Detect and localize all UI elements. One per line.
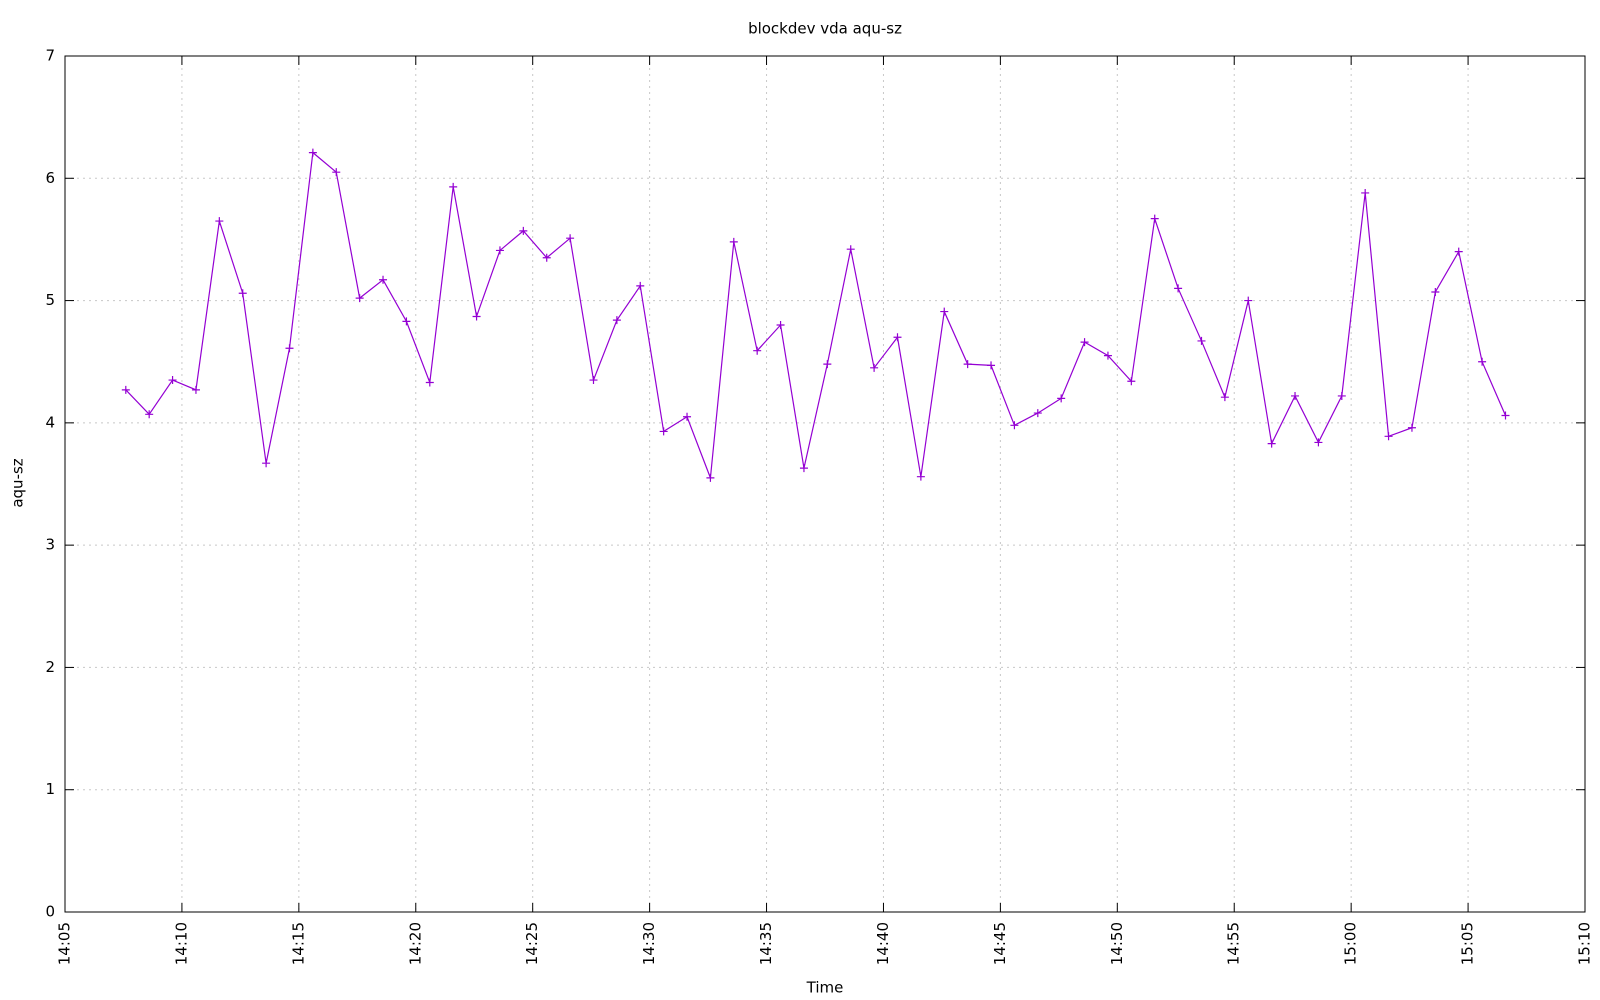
- point-marker: [238, 289, 247, 298]
- point-marker: [963, 360, 972, 369]
- y-tick-label: 6: [45, 169, 55, 187]
- point-marker: [425, 378, 434, 387]
- point-marker: [916, 472, 925, 481]
- point-marker: [1501, 411, 1510, 420]
- point-marker: [566, 234, 575, 243]
- point-marker: [776, 321, 785, 330]
- point-marker: [893, 333, 902, 342]
- point-marker: [940, 307, 949, 316]
- point-marker: [1220, 393, 1229, 402]
- point-marker: [1478, 357, 1487, 366]
- point-marker: [659, 427, 668, 436]
- point-marker: [449, 182, 458, 191]
- x-tick-label: 14:20: [406, 922, 424, 965]
- point-marker: [1431, 288, 1440, 297]
- x-tick-label: 14:30: [640, 922, 658, 965]
- point-marker: [1197, 336, 1206, 345]
- point-marker: [355, 294, 364, 303]
- x-tick-label: 14:25: [523, 922, 541, 965]
- y-tick-label: 7: [45, 47, 55, 65]
- y-tick-label: 0: [45, 903, 55, 921]
- point-marker: [729, 237, 738, 246]
- x-tick-label: 15:00: [1342, 922, 1360, 965]
- point-marker: [1384, 432, 1393, 441]
- point-marker: [1361, 188, 1370, 197]
- point-marker: [495, 246, 504, 255]
- y-tick-label: 5: [45, 291, 55, 309]
- plot-border: [64, 55, 1586, 913]
- x-tick-label: 14:55: [1225, 922, 1243, 965]
- point-marker: [753, 346, 762, 355]
- point-marker: [1057, 394, 1066, 403]
- point-marker: [332, 168, 341, 177]
- point-marker: [1454, 247, 1463, 256]
- point-marker: [1103, 351, 1112, 360]
- data-line: [125, 151, 1507, 479]
- point-marker: [823, 360, 832, 369]
- point-marker: [1010, 421, 1019, 430]
- point-marker: [683, 412, 692, 421]
- point-marker: [1291, 391, 1300, 400]
- x-tick-label: 14:10: [172, 922, 190, 965]
- point-marker: [262, 459, 271, 468]
- point-marker: [519, 226, 528, 235]
- point-marker: [870, 363, 879, 372]
- point-marker: [636, 281, 645, 290]
- point-marker: [308, 148, 317, 157]
- point-marker: [799, 464, 808, 473]
- point-marker: [1314, 438, 1323, 447]
- x-tick-label: 14:15: [289, 922, 307, 965]
- x-tick-label: 14:45: [991, 922, 1009, 965]
- point-marker: [191, 385, 200, 394]
- y-tick-label: 2: [45, 658, 55, 676]
- y-tick-label: 3: [45, 536, 55, 554]
- point-marker: [472, 312, 481, 321]
- point-marker: [121, 385, 130, 394]
- point-marker: [1267, 439, 1276, 448]
- point-marker: [145, 410, 154, 419]
- point-marker: [285, 344, 294, 353]
- y-tick-label: 1: [45, 780, 55, 798]
- point-marker: [589, 376, 598, 385]
- x-tick-label: 15:05: [1459, 922, 1477, 965]
- point-marker: [1407, 423, 1416, 432]
- point-marker: [1174, 284, 1183, 293]
- point-marker: [168, 376, 177, 385]
- x-tick-label: 14:50: [1108, 922, 1126, 965]
- point-marker: [215, 217, 224, 226]
- point-marker: [1033, 409, 1042, 418]
- point-marker: [987, 361, 996, 370]
- chart-title: blockdev vda aqu-sz: [748, 20, 902, 38]
- point-marker: [1150, 214, 1159, 223]
- point-marker: [706, 473, 715, 482]
- point-marker: [379, 275, 388, 284]
- x-tick-label: 14:05: [56, 922, 74, 965]
- point-marker: [402, 317, 411, 326]
- point-marker: [1337, 391, 1346, 400]
- y-tick-label: 4: [45, 413, 55, 431]
- x-axis-label: Time: [806, 979, 844, 997]
- x-tick-label: 15:10: [1576, 922, 1594, 965]
- point-marker: [612, 316, 621, 325]
- point-marker: [1080, 338, 1089, 347]
- y-axis-label: aqu-sz: [9, 458, 27, 507]
- point-marker: [1127, 377, 1136, 386]
- x-tick-label: 14:35: [757, 922, 775, 965]
- x-tick-label: 14:40: [874, 922, 892, 965]
- point-marker: [542, 253, 551, 262]
- point-marker: [1244, 296, 1253, 305]
- point-marker: [846, 245, 855, 254]
